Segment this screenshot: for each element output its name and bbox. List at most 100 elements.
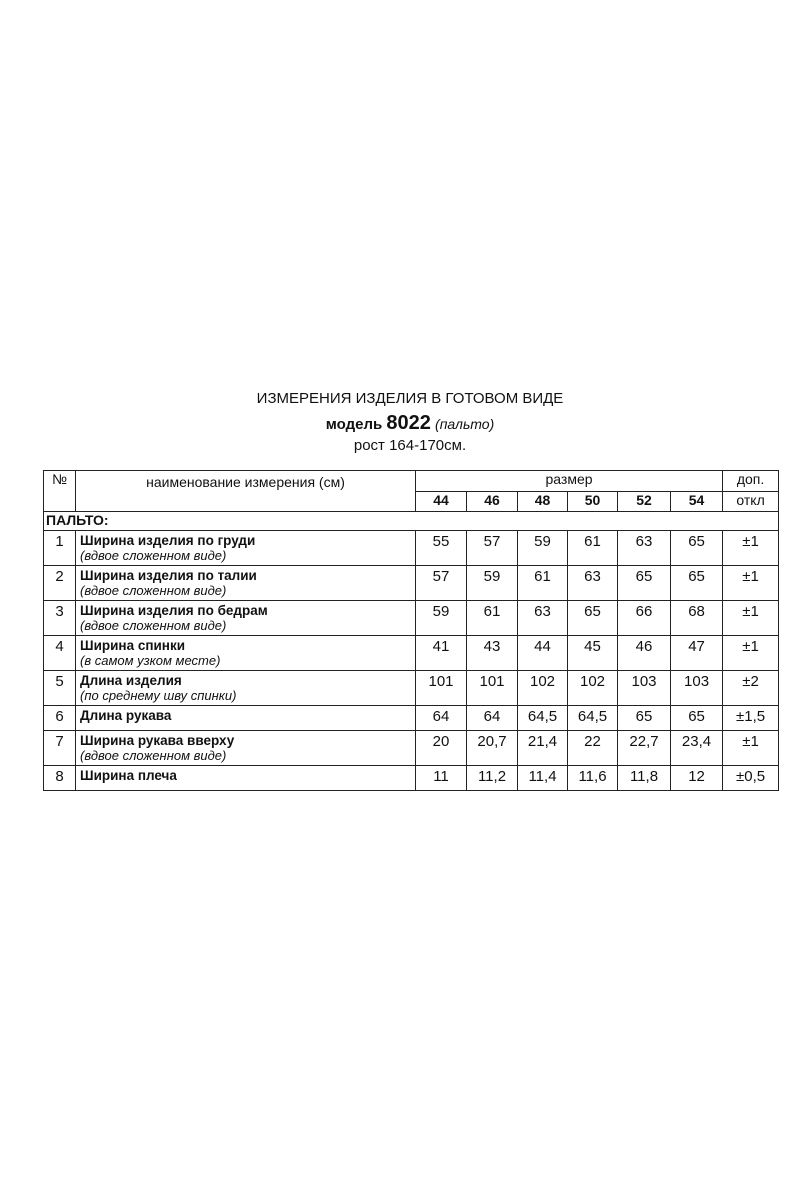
- col-size-header: размер: [414, 470, 724, 492]
- measurement-value: 22: [567, 730, 618, 766]
- measurement-name: Ширина изделия по талии: [80, 568, 257, 583]
- measurement-note: (вдвое сложенном виде): [80, 583, 227, 598]
- measurement-value: 65: [669, 705, 724, 731]
- measurement-value: 11: [415, 765, 467, 791]
- row-number: 4: [43, 635, 76, 671]
- row-number: 7: [43, 730, 76, 766]
- table-row: 4 Ширина спинки (в самом узком месте) 41 43 4…: [43, 635, 780, 671]
- tolerance-value: ±1: [722, 730, 780, 766]
- measurement-value: 43: [466, 635, 518, 671]
- measurement-value: 11,8: [617, 765, 671, 791]
- size-header: 52: [617, 491, 671, 512]
- measurement-name: Длина изделия: [80, 673, 182, 688]
- measurement-name-cell: Ширина изделия по бедрам (вдвое сложенном…: [75, 600, 416, 636]
- size-header: 44: [415, 491, 467, 512]
- table-row: 5 Длина изделия (по среднему шву спинки) 10…: [43, 670, 780, 706]
- measurement-value: 103: [617, 670, 671, 706]
- measurement-name: Ширина изделия по бедрам: [80, 603, 268, 618]
- measurement-value: 102: [567, 670, 618, 706]
- tolerance-value: ±0,5: [722, 765, 780, 791]
- measurement-value: 65: [617, 565, 671, 601]
- model-number: 8022: [386, 412, 431, 434]
- measurement-value: 103: [669, 670, 724, 706]
- measurement-value: 22,7: [617, 730, 671, 766]
- row-number: 5: [43, 670, 76, 706]
- measurement-value: 64: [415, 705, 467, 731]
- measurement-value: 44: [517, 635, 568, 671]
- measurement-note: (по среднему шву спинки): [80, 688, 237, 703]
- measurement-value: 41: [415, 635, 467, 671]
- measurement-value: 61: [517, 565, 568, 601]
- measurement-value: 59: [517, 530, 568, 566]
- measurement-value: 65: [617, 705, 671, 731]
- measurement-value: 20: [415, 730, 467, 766]
- col-no-header: №: [43, 470, 76, 512]
- measurement-note: (вдвое сложенном виде): [80, 748, 227, 763]
- measurement-name-cell: Ширина спинки (в самом узком месте): [75, 635, 416, 671]
- measurement-value: 20,7: [466, 730, 518, 766]
- row-number: 2: [43, 565, 76, 601]
- measurement-value: 23,4: [669, 730, 724, 766]
- measurement-value: 59: [415, 600, 467, 636]
- measurement-value: 66: [617, 600, 671, 636]
- tolerance-value: ±1: [722, 600, 780, 636]
- row-number: 8: [43, 765, 76, 791]
- size-header: 48: [517, 491, 568, 512]
- measurement-name-cell: Ширина плеча: [75, 765, 416, 791]
- col-tol-header-2: откл: [722, 491, 780, 512]
- measurement-name-cell: Длина рукава: [75, 705, 416, 731]
- tolerance-value: ±1,5: [722, 705, 780, 731]
- measurement-value: 64,5: [567, 705, 618, 731]
- model-line: модель 8022 (пальто): [0, 412, 800, 435]
- measurement-value: 101: [415, 670, 467, 706]
- measurement-value: 64,5: [517, 705, 568, 731]
- measurement-value: 63: [567, 565, 618, 601]
- measurement-value: 21,4: [517, 730, 568, 766]
- size-header: 54: [669, 491, 724, 512]
- measurement-name-cell: Ширина изделия по талии (вдвое сложенном …: [75, 565, 416, 601]
- measurement-value: 12: [669, 765, 724, 791]
- model-type: (пальто): [435, 416, 495, 432]
- measurement-name: Длина рукава: [80, 708, 172, 723]
- measurement-value: 11,4: [517, 765, 568, 791]
- row-number: 3: [43, 600, 76, 636]
- measurement-value: 102: [517, 670, 568, 706]
- measurement-value: 65: [669, 530, 724, 566]
- measurement-value: 61: [567, 530, 618, 566]
- measurement-name: Ширина изделия по груди: [80, 533, 256, 548]
- measurements-table: № наименование измерения (см) размер доп…: [42, 470, 780, 791]
- measurement-value: 65: [669, 565, 724, 601]
- measurement-note: (в самом узком месте): [80, 653, 221, 668]
- measurement-value: 59: [466, 565, 518, 601]
- tolerance-value: ±2: [722, 670, 780, 706]
- measurement-value: 101: [466, 670, 518, 706]
- measurement-value: 64: [466, 705, 518, 731]
- table-row: 3 Ширина изделия по бедрам (вдвое сложенно…: [43, 600, 780, 636]
- measurement-name: Ширина рукава вверху: [80, 733, 235, 748]
- measurement-name: Ширина плеча: [80, 768, 177, 783]
- measurement-value: 45: [567, 635, 618, 671]
- measurement-name-cell: Длина изделия (по среднему шву спинки): [75, 670, 416, 706]
- measurement-name: Ширина спинки: [80, 638, 185, 653]
- col-name-header: наименование измерения (см): [75, 470, 416, 512]
- measurement-name-cell: Ширина рукава вверху (вдвое сложенном вид…: [75, 730, 416, 766]
- tolerance-value: ±1: [722, 635, 780, 671]
- measurement-value: 55: [415, 530, 467, 566]
- height-range: рост 164-170см.: [353, 437, 467, 454]
- measurement-value: 61: [466, 600, 518, 636]
- measurement-note: (вдвое сложенном виде): [80, 618, 227, 633]
- table-row: 7 Ширина рукава вверху (вдвое сложенном ви…: [43, 730, 780, 766]
- measurement-value: 46: [617, 635, 671, 671]
- size-header: 46: [466, 491, 518, 512]
- row-number: 6: [43, 705, 76, 731]
- measurement-name-cell: Ширина изделия по груди (вдвое сложенном …: [75, 530, 416, 566]
- measurement-value: 63: [517, 600, 568, 636]
- measurement-value: 57: [466, 530, 518, 566]
- measurement-value: 68: [669, 600, 724, 636]
- tolerance-value: ±1: [722, 565, 780, 601]
- col-tol-header-1: доп.: [722, 470, 780, 492]
- table-row: 1 Ширина изделия по груди (вдвое сложенном…: [43, 530, 780, 566]
- document-title: ИЗМЕРЕНИЯ ИЗДЕЛИЯ В ГОТОВОМ ВИДЕ: [256, 390, 564, 407]
- measurement-value: 11,2: [466, 765, 518, 791]
- section-label: ПАЛЬТО:: [42, 511, 780, 531]
